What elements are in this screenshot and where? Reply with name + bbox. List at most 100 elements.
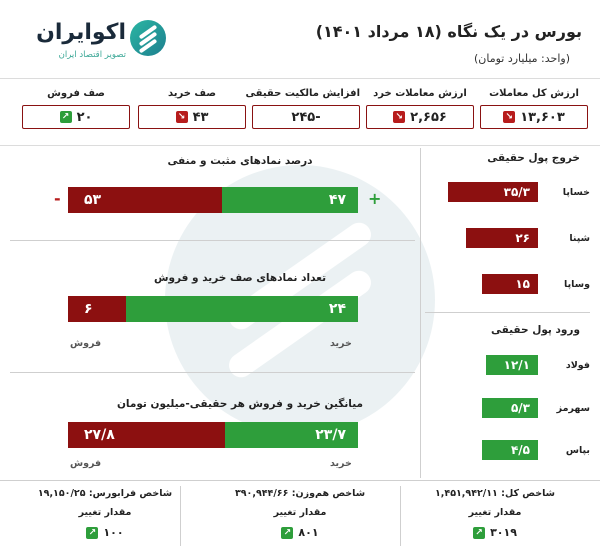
inflow-bar: ۵/۳ (482, 398, 538, 418)
stat-value: ۱۳,۶۰۳ (520, 109, 565, 125)
page-title: بورس در یک نگاه (۱۸ مرداد ۱۴۰۱) (315, 22, 582, 41)
header-divider (0, 78, 600, 79)
change-value-row: ۸۰۱ ↗ (205, 526, 395, 539)
outflow-row: خساپا ۳۵/۳ (448, 182, 590, 202)
trend-up-icon: ↗ (59, 111, 72, 123)
stat-box: ۱۳,۶۰۳ ↘ (480, 105, 588, 129)
index-total: شاخص کل: ۱,۴۵۱,۹۴۲/۱۱ مقدار تغییر ۳۰۱۹ ↗ (400, 488, 590, 539)
sell-segment: ۶ (68, 296, 126, 322)
avg-trade-title: میانگین خرید و فروش هر حقیقی-میلیون توما… (116, 398, 364, 410)
bar-value: ۳۵/۳ (503, 185, 530, 199)
buy-caption: خرید (330, 338, 352, 349)
outflow-row: وساپا ۱۵ (482, 274, 590, 294)
trend-down-icon: ↘ (393, 111, 406, 123)
change-value: ۱۰۰ (103, 526, 124, 539)
stat-value: ۴۳ (192, 109, 209, 125)
stat-sell-queue: صف فروش ۲۰ ↗ (22, 88, 130, 129)
stat-individual-ownership: افزایش مالکیت حقیقی -۲۴۵ (245, 88, 360, 129)
logo-tagline: تصویر اقتصاد ایران (58, 50, 126, 60)
brand-logo: اکوایران تصویر اقتصاد ایران (18, 14, 166, 68)
outflow-row: شپنا ۲۶ (466, 228, 590, 248)
stat-retail-value: ارزش معاملات خرد ۲,۶۵۶ ↘ (366, 88, 474, 129)
change-label: مقدار تغییر (468, 507, 522, 518)
stat-box: ۲۰ ↗ (22, 105, 130, 129)
change-label: مقدار تغییر (273, 507, 327, 518)
stat-label: ارزش معاملات خرد (373, 88, 467, 99)
outflow-bar: ۱۵ (482, 274, 538, 294)
page-subtitle: (واحد: میلیارد تومان) (473, 52, 570, 65)
stat-total-value: ارزش کل معاملات ۱۳,۶۰۳ ↘ (480, 88, 588, 129)
stat-label: صف فروش (47, 88, 105, 99)
index-label: شاخص فرابورس: ۱۹,۱۵۰/۲۵ (37, 488, 173, 499)
panel-divider (10, 372, 415, 373)
symbol-name: وساپا (564, 278, 590, 290)
inflow-row: بپاس ۴/۵ (482, 440, 590, 460)
plus-sign: + (368, 189, 382, 208)
change-value-row: ۳۰۱۹ ↗ (400, 526, 590, 539)
buy-segment: ۲۳/۷ (225, 422, 358, 448)
outflow-bar: ۲۶ (466, 228, 538, 248)
trend-up-icon: ↗ (86, 526, 99, 539)
bar-value: ۲۶ (515, 231, 530, 245)
logo-mark-icon (130, 20, 166, 56)
stat-label: ارزش کل معاملات (489, 88, 579, 99)
inflow-row: سهرمز ۵/۳ (482, 398, 590, 418)
sell-caption: فروش (70, 338, 102, 349)
change-value-row: ۱۰۰ ↗ (10, 526, 200, 539)
stat-label: صف خرید (167, 88, 216, 99)
minus-sign: - (54, 189, 61, 208)
inflow-title: ورود پول حقیقی (490, 324, 580, 336)
index-label: شاخص هم‌وزن: ۳۹۰,۹۴۴/۶۶ (234, 488, 366, 499)
panel-divider (10, 240, 415, 241)
stat-value: ۲۰ (76, 109, 93, 125)
change-value: ۳۰۱۹ (490, 526, 517, 539)
negative-segment: ۵۳ (68, 187, 222, 213)
stat-label: افزایش مالکیت حقیقی (245, 88, 360, 99)
trend-up-icon: ↗ (281, 526, 294, 539)
avg-trade-bar: ۲۷/۸ ۲۳/۷ (68, 422, 358, 448)
inflow-row: فولاد ۱۲/۱ (486, 355, 590, 375)
symbol-name: خساپا (562, 186, 590, 198)
trend-up-icon: ↗ (473, 526, 486, 539)
stats-divider (0, 145, 600, 146)
flow-divider (425, 312, 590, 313)
buy-caption: خرید (330, 458, 352, 469)
sell-caption: فروش (70, 458, 102, 469)
stat-box: ۲,۶۵۶ ↘ (366, 105, 474, 129)
queues-title: تعداد نمادهای صف خرید و فروش (153, 272, 327, 284)
trend-down-icon: ↘ (175, 111, 188, 123)
pos-neg-title: درصد نمادهای مثبت و منفی (167, 155, 313, 167)
buy-value: ۲۴ (328, 301, 346, 317)
symbol-name: بپاس (565, 444, 590, 456)
sell-value: ۲۷/۸ (84, 427, 115, 443)
stat-box: -۲۴۵ (252, 105, 360, 129)
stat-buy-queue: صف خرید ۴۳ ↘ (138, 88, 246, 129)
queues-bar: ۶ ۲۴ (68, 296, 358, 322)
bar-value: ۱۲/۱ (503, 358, 530, 372)
bar-value: ۱۵ (515, 277, 530, 291)
change-value: ۸۰۱ (298, 526, 319, 539)
positive-segment: ۴۷ (222, 187, 358, 213)
stat-value: ۲,۶۵۶ (410, 109, 447, 125)
positive-value: ۴۷ (328, 192, 346, 208)
footer-separator (400, 486, 401, 546)
symbol-name: سهرمز (556, 402, 590, 414)
inflow-bar: ۱۲/۱ (486, 355, 538, 375)
bar-value: ۴/۵ (510, 443, 530, 457)
stat-box: ۴۳ ↘ (138, 105, 246, 129)
sell-segment: ۲۷/۸ (68, 422, 225, 448)
outflow-title: خروج پول حقیقی (487, 152, 580, 164)
outflow-bar: ۳۵/۳ (448, 182, 538, 202)
trend-down-icon: ↘ (503, 111, 516, 123)
change-label: مقدار تغییر (78, 507, 132, 518)
footer-divider (0, 480, 600, 481)
column-divider (420, 148, 421, 478)
sell-value: ۶ (84, 301, 93, 317)
buy-value: ۲۳/۷ (315, 427, 346, 443)
symbol-name: شپنا (569, 232, 590, 244)
bar-value: ۵/۳ (510, 401, 530, 415)
symbol-name: فولاد (565, 359, 590, 371)
negative-value: ۵۳ (84, 192, 102, 208)
pos-neg-bar: ۵۳ ۴۷ (68, 187, 358, 213)
